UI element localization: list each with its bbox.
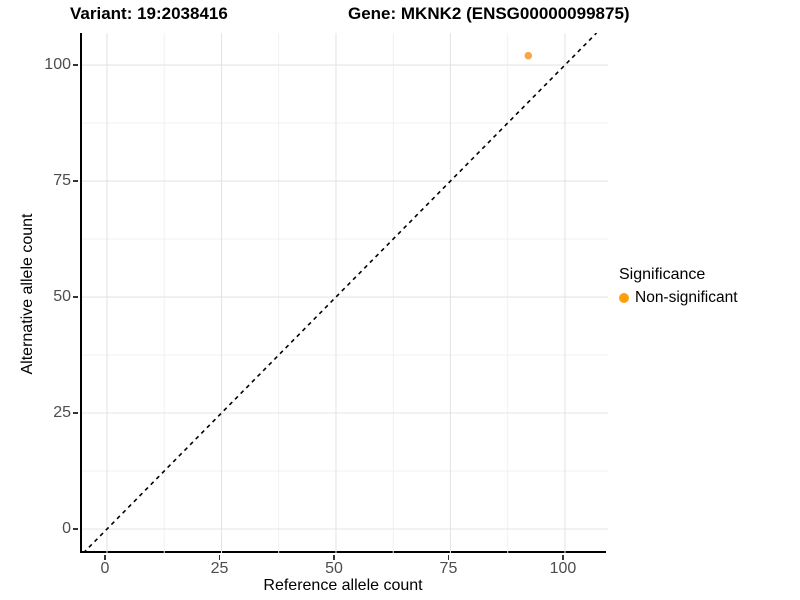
legend-point-icon: [619, 293, 629, 303]
y-axis-title: Alternative allele count: [19, 213, 36, 375]
y-tick-mark: [73, 528, 78, 530]
x-tick-label: 0: [100, 560, 110, 577]
x-tick-label: 25: [210, 560, 229, 577]
x-tick-mark: [104, 555, 106, 560]
plot-panel: [80, 33, 608, 553]
legend: Significance Non-significant: [619, 266, 738, 307]
y-tick-label: 50: [53, 288, 71, 305]
y-tick-mark: [73, 412, 78, 414]
x-tick-mark: [333, 555, 335, 560]
data-point: [524, 51, 533, 60]
legend-item-label: Non-significant: [635, 289, 738, 306]
x-tick-label: 100: [549, 560, 577, 577]
plot-area-svg: [82, 33, 608, 553]
y-tick-label: 0: [62, 520, 71, 537]
y-tick-label: 25: [53, 404, 71, 421]
y-tick-mark: [73, 296, 78, 298]
x-tick-label: 75: [439, 560, 458, 577]
variant-title: Variant: 19:2038416: [70, 4, 228, 23]
gene-title: Gene: MKNK2 (ENSG00000099875): [348, 4, 630, 23]
legend-item: Non-significant: [619, 289, 738, 307]
x-tick-mark: [447, 555, 450, 560]
x-tick-mark: [218, 555, 221, 560]
legend-title: Significance: [619, 266, 706, 283]
x-tick-mark: [562, 555, 564, 560]
x-axis-title: Reference allele count: [263, 577, 423, 594]
x-tick-label: 50: [325, 560, 343, 577]
y-tick-label: 100: [44, 56, 71, 74]
identity-line: [82, 33, 598, 553]
y-tick-mark: [73, 180, 78, 182]
y-tick-mark: [73, 64, 78, 66]
y-tick-label: 75: [53, 172, 71, 189]
